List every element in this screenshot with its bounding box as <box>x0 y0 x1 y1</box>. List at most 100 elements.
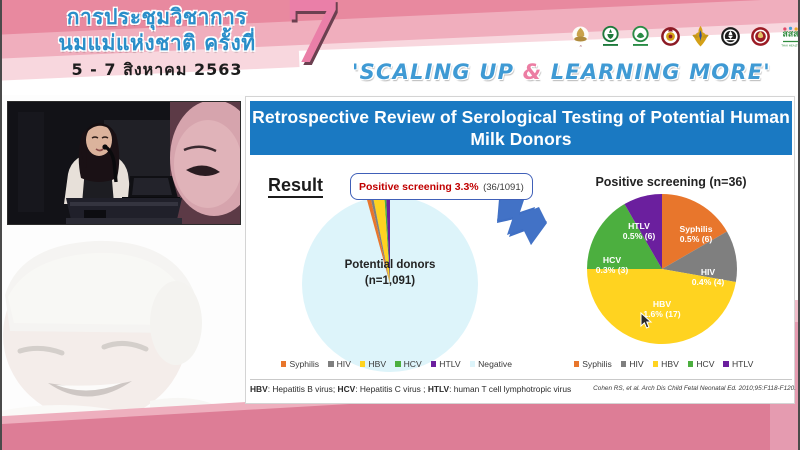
slide-footnote: HBV: Hepatitis B virus; HCV: Hepatitis C… <box>250 379 796 401</box>
citation-reference: Cohen RS, et al. Arch Dis Child Fetal Ne… <box>593 385 797 392</box>
legend-item: HBV <box>652 359 679 369</box>
legend-item: HTLV <box>430 359 461 369</box>
presentation-slide: Retrospective Review of Serological Test… <box>245 96 796 404</box>
footnote-hcv-key: HCV <box>337 384 356 394</box>
tagline-part1: 'SCALING UP <box>352 60 523 84</box>
conference-thai-title: การประชุมวิชาการ นมแม่แห่งชาติ ครั้งที่ … <box>22 4 292 83</box>
label-hbv-value: 1.6% (17) <box>643 309 680 319</box>
legend-positive-screening: Syphilis HIV HBV HCV HTLV <box>536 359 791 369</box>
legend-item: HCV <box>395 359 422 369</box>
legend-item: HCV <box>687 359 715 369</box>
legend-item: HBV <box>359 359 387 369</box>
legend-potential-donors: Syphilis HIV HBV HCV HTLV Negative <box>254 359 539 369</box>
sor-sor-sor-thaihealth-logo: สสส THAI HEALTH <box>780 26 800 48</box>
green-circle-medical-logo <box>602 25 619 46</box>
legend-label-htlv: HTLV <box>731 359 754 369</box>
conference-thai-line2: นมแม่แห่งชาติ ครั้งที่ <box>58 31 256 55</box>
svg-text:สสส: สสส <box>782 30 799 40</box>
label-syphilis-value: 0.5% (6) <box>680 234 713 244</box>
legend-label-syphilis: Syphilis <box>289 359 320 369</box>
footnote-hbv-key: HBV <box>250 384 268 394</box>
legend-swatch-hcv <box>687 361 694 367</box>
legend-swatch-hbv <box>652 361 659 367</box>
tagline-ampersand: & <box>522 60 543 84</box>
potential-donors-label-line2: (n=1,091) <box>364 275 416 287</box>
pie-slice-syphilis <box>366 198 390 284</box>
legend-item: Negative <box>469 359 513 369</box>
svg-text:ภ: ภ <box>579 44 581 48</box>
potential-donors-label-line1: Potential donors <box>344 259 436 271</box>
positive-screening-pie-title: Positive screening (n=36) <box>595 175 747 189</box>
pie-data-labels: Syphilis 0.5% (6) HIV 0.4% (4) HBV 1.6% … <box>596 221 725 319</box>
positive-screening-callout: Positive screening 3.3% (36/1091) <box>350 173 533 200</box>
potential-donors-pie-svg <box>302 196 478 372</box>
callout-main-text: Positive screening 3.3% <box>359 181 479 193</box>
legend-label-hcv: HCV <box>403 359 422 369</box>
legend-label-syphilis: Syphilis <box>582 359 612 369</box>
legend-swatch-negative <box>469 361 476 367</box>
conference-tagline: 'SCALING UP & LEARNING MORE' <box>352 60 771 84</box>
callout-sub-text: (36/1091) <box>483 182 524 193</box>
red-shield-academy-logo <box>751 27 770 46</box>
pie-slice-htlv <box>386 196 390 284</box>
legend-label-hbv: HBV <box>368 359 387 369</box>
sponsor-logo-row: ภ <box>568 24 800 49</box>
footnote-hbv-def: : Hepatitis B virus; <box>267 384 338 394</box>
conference-header-banner: การประชุมวิชาการ นมแม่แห่งชาติ ครั้งที่ … <box>0 0 800 95</box>
pie-slice-htlv <box>624 194 662 269</box>
conference-thai-line1: การประชุมวิชาการ <box>66 5 248 29</box>
legend-swatch-hbv <box>359 361 366 367</box>
legend-item: Syphilis <box>280 359 320 369</box>
legend-swatch-syphilis <box>280 361 287 367</box>
label-hcv-value: 0.3% (3) <box>596 265 629 275</box>
legend-swatch-hiv <box>328 361 334 367</box>
label-htlv-value: 0.5% (6) <box>623 231 656 241</box>
footnote-hcv-def: : Hepatitis C virus ; <box>355 384 428 394</box>
label-syphilis-name: Syphilis <box>680 224 713 234</box>
pie-slice-hcv <box>587 204 662 269</box>
label-hbv-name: HBV <box>653 299 671 309</box>
pie-slice-hbv <box>587 269 736 344</box>
garuda-ministry-logo <box>692 25 709 47</box>
pie-slice-syphilis-real <box>662 194 727 269</box>
black-circle-institute-logo <box>721 27 740 46</box>
royal-seal-logo: ภ <box>572 26 589 48</box>
abbreviation-definitions: HBV: Hepatitis B virus; HCV: Hepatitis C… <box>250 384 571 394</box>
slide-title: Retrospective Review of Serological Test… <box>250 101 792 155</box>
conference-edition-number: 7 <box>283 0 343 83</box>
legend-item: HIV <box>328 359 351 369</box>
label-hiv-name: HIV <box>701 267 716 277</box>
legend-swatch-htlv <box>430 361 437 367</box>
legend-swatch-hcv <box>395 361 401 367</box>
green-circle-health-logo <box>632 25 649 46</box>
red-crown-university-logo <box>661 27 680 46</box>
conference-date: 5 - 7 สิงหาคม 2563 <box>71 60 243 79</box>
positive-screening-pie-svg: Syphilis 0.5% (6) HIV 0.4% (4) HBV 1.6% … <box>587 194 737 344</box>
pie-slice-hcv <box>384 196 390 284</box>
legend-swatch-syphilis <box>573 361 580 367</box>
potential-donors-pie-label: Potential donors (n=1,091) <box>301 257 479 289</box>
speaker-video-panel[interactable] <box>8 102 240 224</box>
legend-label-hbv: HBV <box>661 359 679 369</box>
legend-label-negative: Negative <box>478 359 513 369</box>
label-hcv-name: HCV <box>603 255 621 265</box>
label-htlv-name: HTLV <box>628 221 650 231</box>
footnote-htlv-key: HTLV <box>427 384 450 394</box>
legend-item: HIV <box>620 359 644 369</box>
label-hiv-value: 0.4% (4) <box>692 277 725 287</box>
legend-label-htlv: HTLV <box>439 359 461 369</box>
pie-slice-hbv <box>373 196 390 284</box>
legend-label-hiv: HIV <box>629 359 644 369</box>
legend-item: HTLV <box>723 359 753 369</box>
speaker-video-frame <box>8 102 240 224</box>
blue-arrow-icon <box>497 197 547 245</box>
legend-item: Syphilis <box>573 359 612 369</box>
svg-text:THAI HEALTH: THAI HEALTH <box>780 44 800 48</box>
tagline-part2: LEARNING MORE' <box>542 60 771 84</box>
potential-donors-pie-chart: Potential donors (n=1,091) <box>301 195 479 373</box>
legend-label-hcv: HCV <box>696 359 715 369</box>
pie-slice-hiv <box>370 197 390 284</box>
legend-swatch-hiv <box>620 361 627 367</box>
footnote-htlv-def: : human T cell lymphotropic virus <box>449 384 572 394</box>
